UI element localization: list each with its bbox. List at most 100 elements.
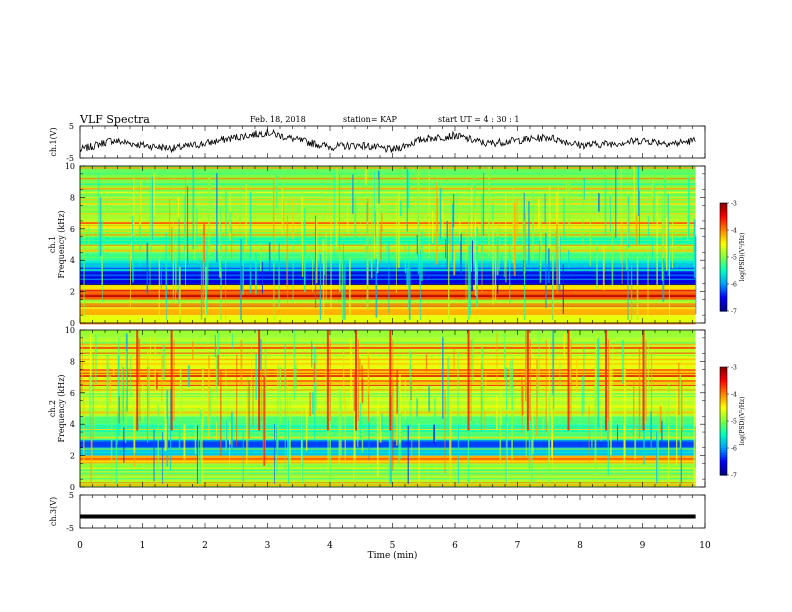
spectrogram-streak — [596, 241, 598, 290]
spectrogram-band — [80, 345, 696, 354]
spectrogram-streak — [445, 396, 447, 415]
spectrogram-streak — [183, 424, 186, 460]
spectrogram-line — [80, 289, 696, 292]
spectrogram-line — [80, 253, 696, 255]
spectrogram-streak — [582, 181, 585, 206]
spectrogram-line — [80, 411, 696, 414]
spectrogram-streak — [473, 166, 476, 208]
spectrogram-band — [80, 432, 696, 440]
spectrogram-burst — [570, 339, 572, 422]
spectrogram-streak — [164, 406, 167, 452]
spectrogram-line — [80, 270, 696, 273]
spectrogram-line — [80, 208, 696, 211]
spectrogram-line — [80, 196, 696, 198]
colorbar-cell — [720, 209, 727, 213]
colorbar-cell — [720, 463, 727, 467]
spectrogram-streak — [240, 239, 242, 320]
spectrogram-streak — [171, 226, 173, 263]
spectrogram-streak — [242, 431, 244, 484]
spectrogram-line — [80, 215, 696, 217]
spectrogram-streak — [160, 264, 162, 289]
spectrogram-band — [80, 455, 696, 464]
spectrogram-line — [80, 393, 696, 395]
panel-ch1-spectrogram — [79, 165, 729, 325]
spectrogram-streak — [661, 420, 663, 442]
spectrogram-streak — [548, 392, 550, 484]
spectrogram-streak — [157, 404, 159, 471]
spectrogram-streak — [302, 424, 304, 484]
spectrogram-streak — [416, 234, 419, 255]
colorbar-cell — [720, 405, 727, 409]
spectrogram-line — [80, 212, 696, 214]
spectrogram-line — [80, 166, 696, 169]
spectrogram-burst — [173, 339, 175, 422]
spectrogram-streak — [539, 245, 542, 283]
spectrogram-streak — [177, 198, 179, 218]
colorbar-cell — [720, 268, 727, 272]
y-tick-label: 5 — [69, 491, 74, 500]
colorbar-cell — [720, 452, 727, 456]
spectrogram-band — [80, 181, 696, 190]
spectrogram-streak — [239, 186, 241, 230]
spectrogram-streak — [569, 330, 572, 383]
spectrogram-streak — [523, 219, 525, 277]
spectrogram-streak — [583, 177, 585, 200]
y-axis-label-channel: ch.1 — [48, 236, 57, 253]
spectrogram-streak — [441, 200, 444, 237]
spectrogram-streak — [122, 367, 125, 422]
spectrogram-streak — [627, 196, 630, 248]
spectrogram-streak — [152, 176, 154, 241]
spectrogram-streak — [407, 170, 410, 209]
spectrogram-line — [80, 218, 696, 220]
spectrogram-streak — [644, 383, 647, 424]
spectrogram-line — [80, 458, 696, 460]
spectrogram-streak — [162, 432, 164, 484]
spectrogram-streak — [681, 381, 683, 433]
spectrogram-streak — [375, 258, 378, 318]
spectrogram-streak — [268, 242, 271, 272]
spectrogram-streak — [636, 256, 639, 320]
spectrogram-streak — [552, 330, 555, 409]
spectrogram-streak — [322, 239, 325, 320]
colorbar-cell — [720, 412, 727, 415]
spectrogram-streak — [410, 381, 412, 400]
spectrogram-streak — [208, 368, 210, 440]
spectrogram-streak — [343, 243, 344, 320]
colorbar-tick-label: -4 — [731, 228, 737, 235]
spectrogram-line — [80, 294, 696, 297]
spectrogram-streak — [607, 391, 609, 441]
spectrogram-streak — [282, 201, 285, 230]
spectrogram-streak — [528, 396, 531, 470]
spectrogram-line — [80, 380, 696, 382]
spectrogram-line — [80, 464, 696, 467]
spectrogram-streak — [583, 346, 585, 413]
spectrogram-streak — [133, 392, 136, 453]
spectrogram-streak — [329, 396, 332, 484]
colorbar-cell — [720, 257, 727, 260]
spectrogram-streak — [229, 421, 231, 473]
colorbar-cell — [720, 430, 727, 433]
spectrogram-streak — [217, 354, 220, 387]
spectrogram-streak — [672, 221, 674, 269]
spectrogram-burst — [389, 330, 392, 431]
colorbar-cell — [720, 279, 727, 283]
spectrogram-streak — [344, 260, 346, 320]
spectrogram-line — [80, 298, 696, 300]
spectrogram-streak — [488, 166, 490, 258]
spectrogram-burst — [170, 330, 173, 431]
colorbar-cell — [720, 421, 727, 424]
spectrogram-streak — [610, 367, 612, 456]
spectrogram-line — [80, 307, 696, 310]
spectrogram-streak — [591, 429, 593, 448]
spectrogram-line — [80, 233, 696, 236]
spectrogram-line — [80, 199, 696, 201]
spectrogram-streak — [521, 384, 524, 416]
spectrogram-streak — [172, 220, 174, 295]
spectrogram-streak — [647, 337, 649, 402]
spectrogram-line — [80, 230, 696, 232]
spectrogram-band — [80, 275, 696, 284]
colorbar-cell — [720, 230, 727, 233]
spectrogram-streak — [312, 260, 314, 292]
colorbar-cell — [720, 207, 727, 211]
y-axis-label-channel: ch.2 — [48, 400, 57, 417]
